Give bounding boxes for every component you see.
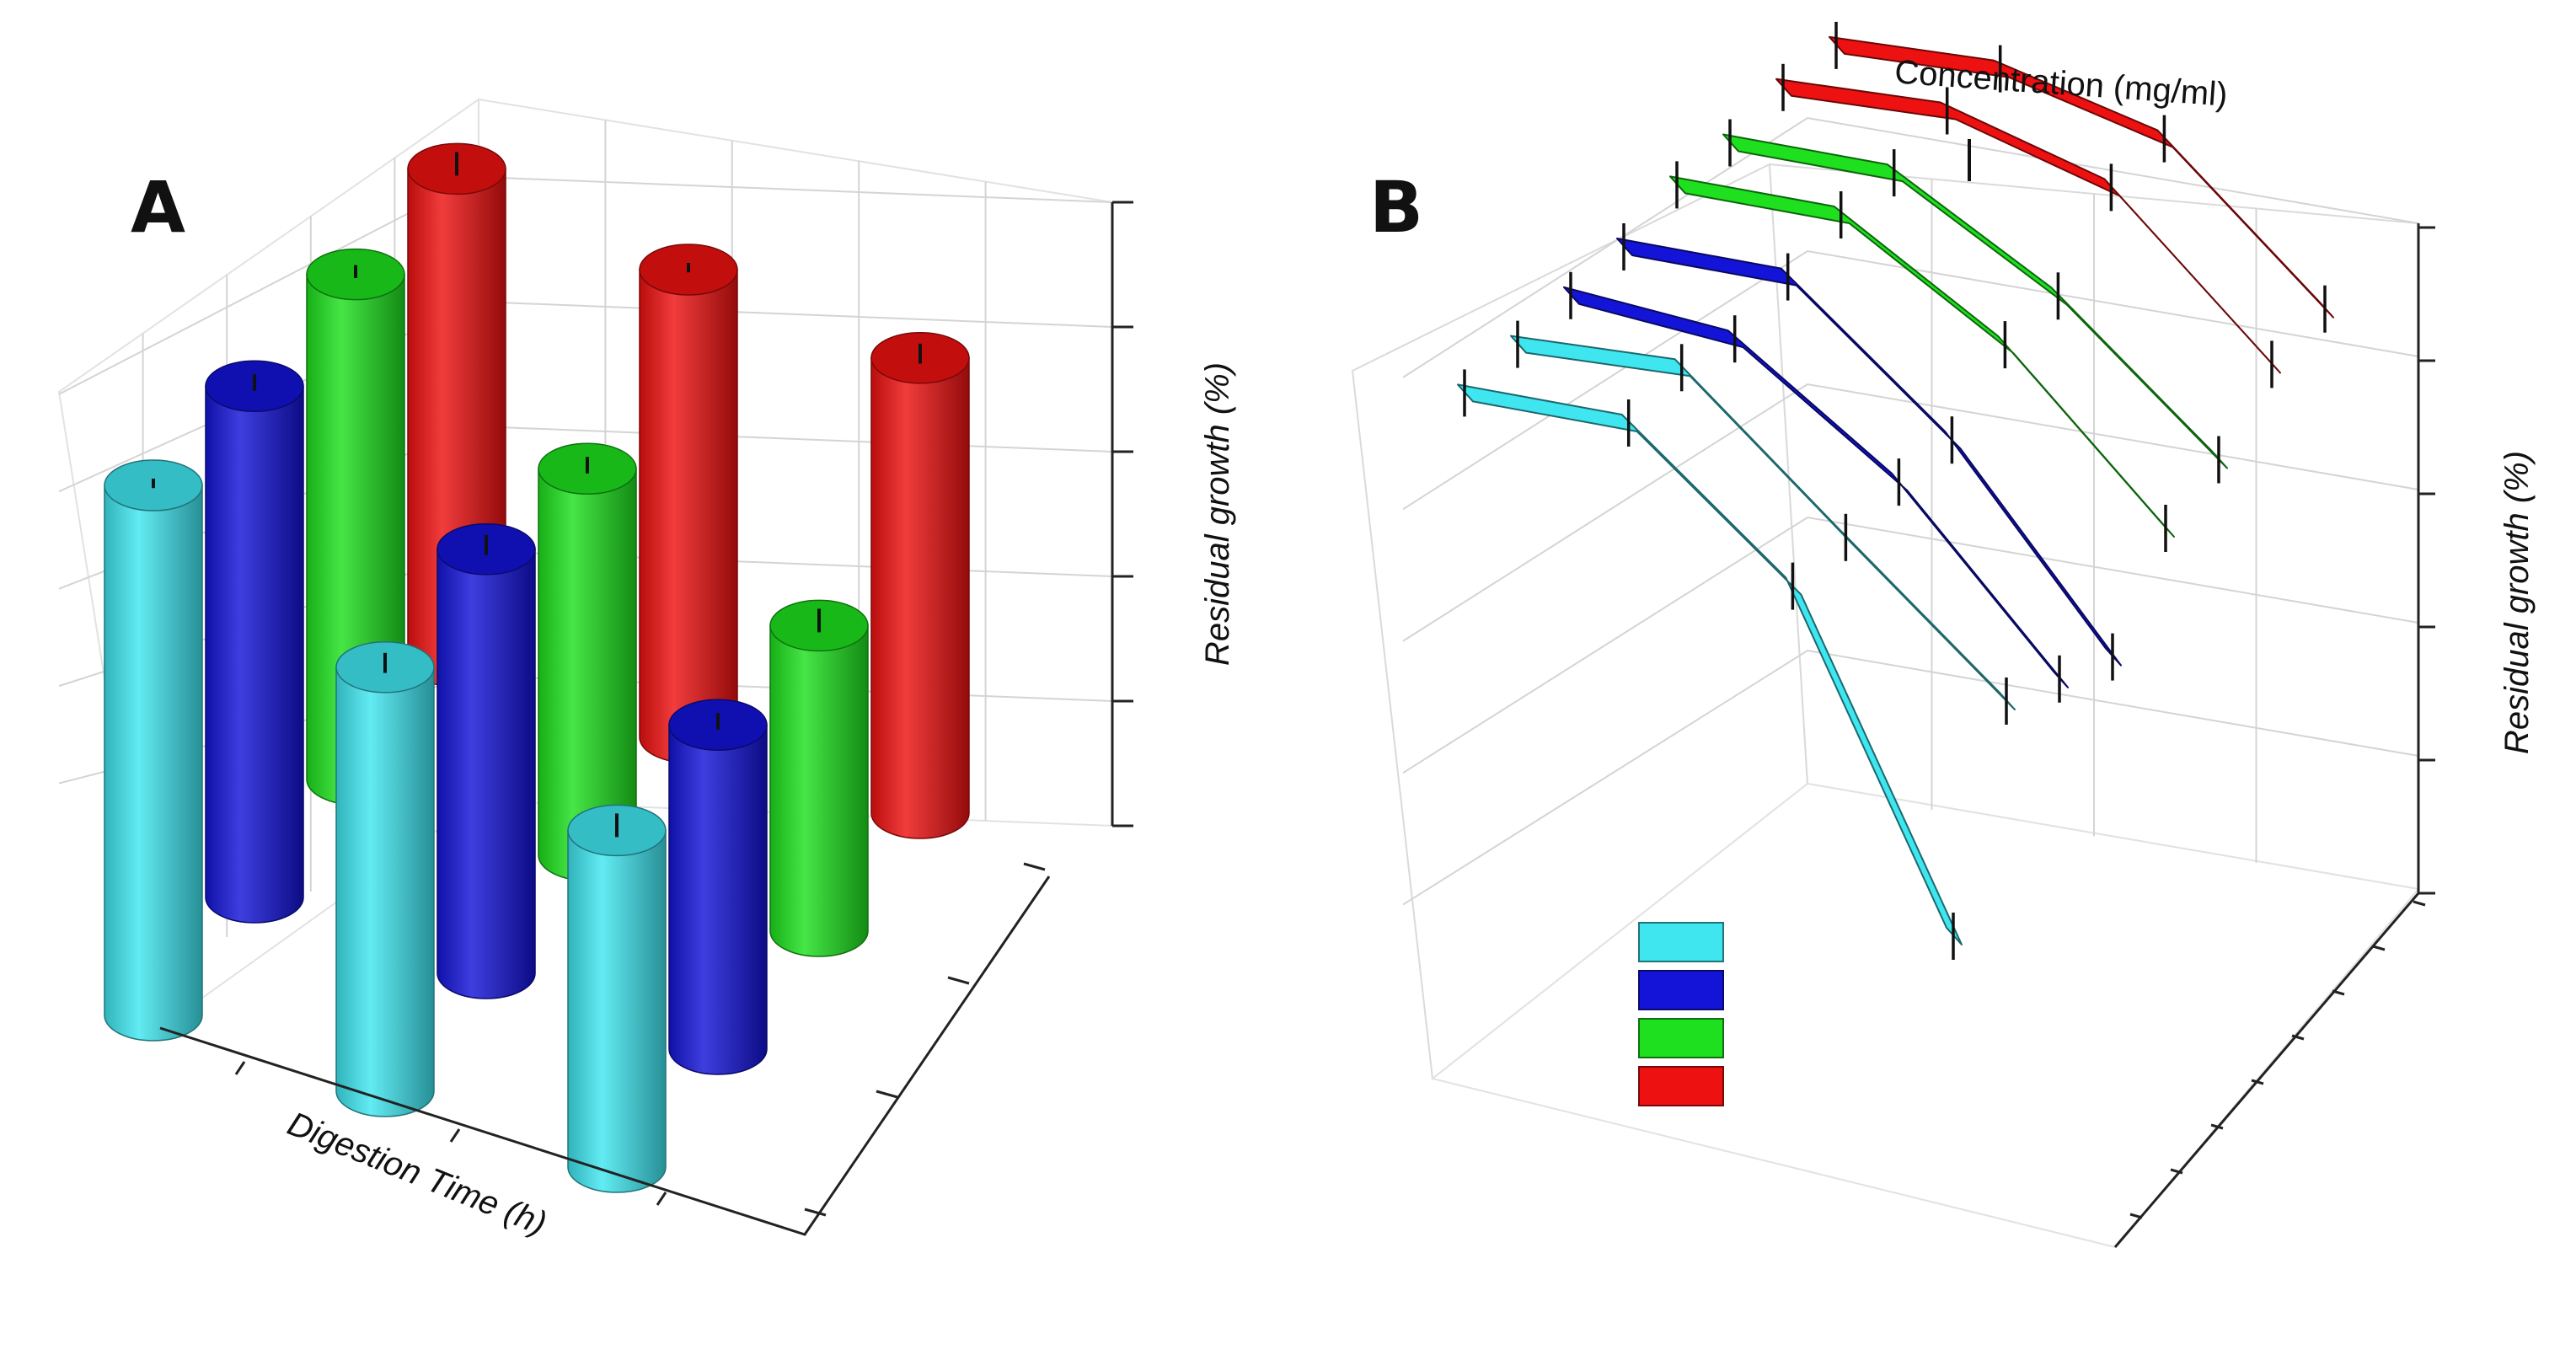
legend-swatch-cyan [1638, 922, 1724, 962]
bar-body [205, 385, 304, 924]
ribbon-blue-2 [1563, 286, 2069, 688]
ribbon-red-6 [1775, 78, 2281, 374]
ribbon-cyan-1 [1510, 335, 2016, 710]
panel-a-x-tick-mark [234, 1061, 246, 1075]
bar-blue-0 [205, 360, 304, 924]
panel-a-floor-axes [159, 876, 1051, 1236]
panel-b-depth-tick-mark [2129, 1213, 2143, 1219]
panel-b-horizontal-gridline [1402, 649, 2419, 906]
ribbon-cyan-0 [1457, 383, 1963, 945]
panel-b-depth-tick-mark [2170, 1168, 2183, 1175]
ribbon-blue-3 [1616, 238, 2122, 667]
bar-body [668, 724, 768, 1075]
panel-a-depth-tick-mark [1023, 862, 1046, 871]
bar-green-1 [538, 442, 637, 881]
panel-b-ribbons [1457, 21, 2334, 960]
panel-b-depth-axis [2113, 892, 2420, 1248]
panel-a-depth-tick-mark [947, 976, 970, 985]
legend-swatch-red [1638, 1066, 1724, 1106]
panel-a-y-axis-title: Residual growth (%) [1199, 362, 1236, 666]
bar-body [870, 357, 970, 839]
panel-b-depth-tick-mark [2413, 900, 2426, 907]
panel-a-letter: A [131, 166, 185, 249]
bar-cyan-2 [567, 804, 667, 1193]
panel-b-letter: B [1369, 166, 1423, 249]
panel-b-depth-tick-mark [2332, 989, 2345, 996]
legend-swatch-green [1638, 1018, 1724, 1058]
panel-a-x-ticks [234, 1061, 667, 1206]
panel-b-depth-ticks [2129, 900, 2426, 1219]
panel-b-depth-tick-mark [2291, 1034, 2305, 1041]
panel-b: B Concentration (mg/ml) Residual growth … [1351, 21, 2536, 1249]
bar-cyan-0 [104, 459, 203, 1042]
bar-blue-1 [436, 523, 536, 999]
bar-body [335, 667, 435, 1117]
panel-a-bars [104, 142, 970, 1193]
panel-b-depth-tick-mark [2372, 945, 2386, 951]
panel-b-y-axis-title: Residual growth (%) [2498, 451, 2536, 754]
bar-red-1 [639, 244, 738, 763]
panel-a-x-axis-title: Digestion Time (h) [282, 1105, 551, 1242]
panel-b-horizontal-gridline [1402, 116, 2419, 378]
bar-body [769, 624, 869, 957]
panel-b-y-ticks [2418, 226, 2435, 895]
bar-blue-2 [668, 699, 768, 1075]
bar-body [104, 485, 203, 1042]
bar-body [639, 269, 738, 763]
panel-b-legend [1638, 922, 1724, 1106]
panel-a-depth-tick-mark [876, 1090, 898, 1099]
panel-a-y-ticks [1112, 201, 1133, 827]
bar-body [436, 549, 536, 999]
panel-a-x-tick-mark [656, 1192, 667, 1206]
legend-swatch-blue [1638, 970, 1724, 1010]
bar-cyan-1 [335, 641, 435, 1117]
panel-a-x-tick-mark [449, 1128, 461, 1143]
bar-red-2 [870, 332, 970, 839]
bar-body [567, 829, 667, 1193]
panel-a-depth-ticks [804, 862, 1046, 1217]
panel-b-horizontal-gridline [1402, 516, 2419, 774]
ribbon-green-4 [1669, 175, 2175, 538]
panel-a: A Residual growth (%) Digestion Time (h) [57, 98, 1236, 1242]
panel-a-depth-tick-mark [804, 1208, 827, 1217]
panel-b-depth-tick-mark [2210, 1123, 2224, 1130]
ribbon-green-5 [1722, 133, 2228, 469]
bar-green-2 [769, 599, 869, 957]
panel-b-horizontal-gridline [1402, 249, 2419, 511]
ribbon-red-7 [1829, 35, 2334, 319]
panel-b-depth-tick-mark [2251, 1079, 2264, 1085]
